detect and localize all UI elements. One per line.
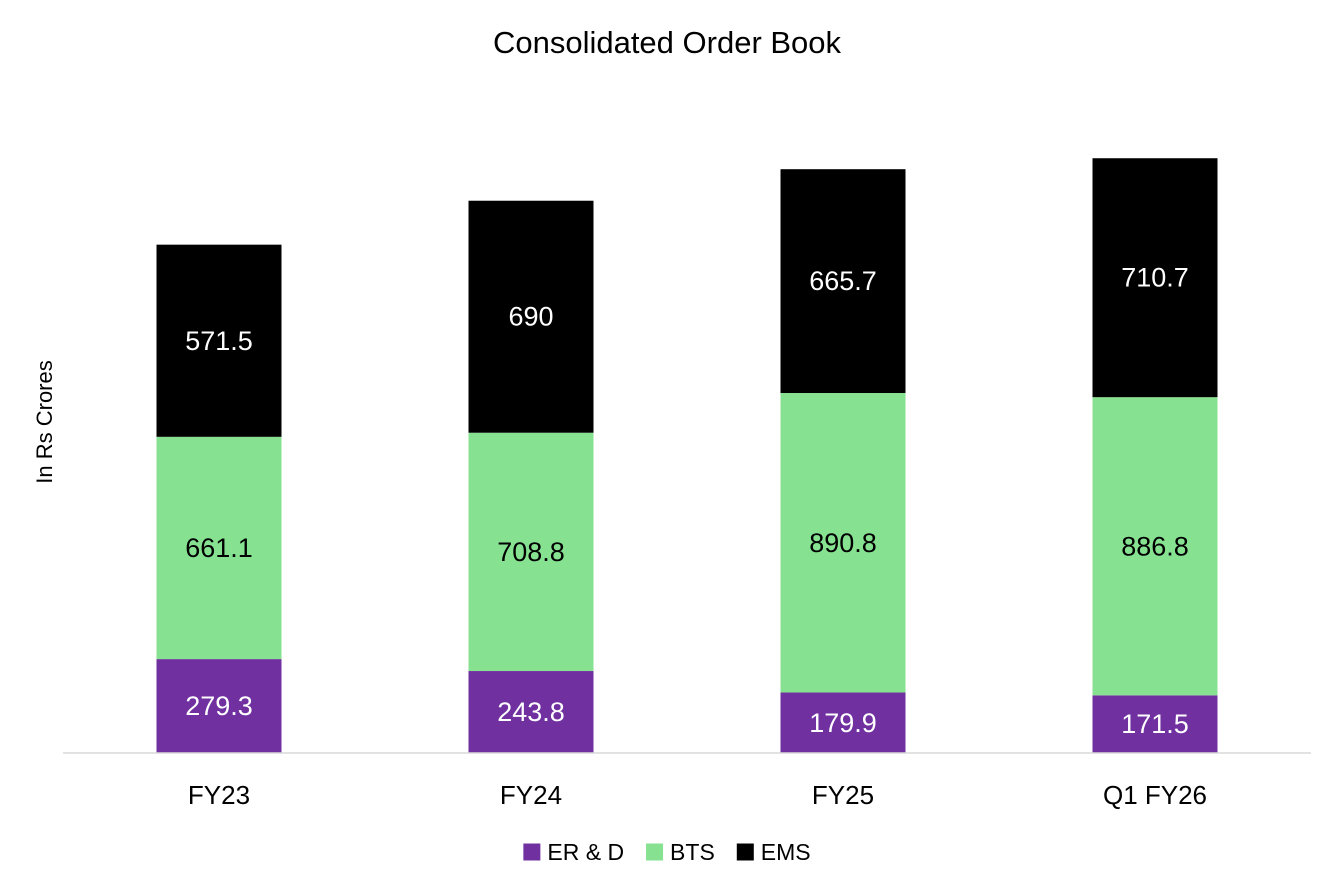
bar-bts-q1-fy26 <box>1092 397 1218 696</box>
bar-er-d-q1-fy26 <box>1092 695 1218 753</box>
data-label: 710.7 <box>1121 263 1189 293</box>
data-label: 661.1 <box>185 533 253 563</box>
data-label: 890.8 <box>809 528 877 558</box>
data-label: 171.5 <box>1121 709 1189 739</box>
data-label: 665.7 <box>809 266 877 296</box>
bar-er-d-fy23 <box>156 659 282 753</box>
legend: ER & D BTS EMS <box>523 839 811 865</box>
x-tick-label: Q1 FY26 <box>1103 780 1207 810</box>
legend-swatch <box>523 843 541 861</box>
bar-er-d-fy25 <box>780 692 906 753</box>
legend-swatch <box>736 843 754 861</box>
legend-label: ER & D <box>547 839 624 865</box>
bar-bts-fy25 <box>780 393 906 693</box>
bar-ems-fy23 <box>156 244 282 437</box>
bar-er-d-fy24 <box>468 671 594 753</box>
bar-ems-fy24 <box>468 200 594 433</box>
legend-label: BTS <box>670 839 715 865</box>
data-label: 886.8 <box>1121 531 1189 561</box>
legend-swatch <box>646 843 664 861</box>
bar-ems-fy25 <box>780 169 906 394</box>
bars-group: 279.3 661.1 571.5 243.8 708.8 690 179.9 890.8 66… <box>156 158 1218 753</box>
data-label: 279.3 <box>185 691 253 721</box>
bar-ems-q1-fy26 <box>1092 158 1218 398</box>
y-axis-label: In Rs Crores <box>32 360 57 483</box>
legend-item: EMS <box>736 839 811 865</box>
chart-title: Consolidated Order Book <box>493 25 842 60</box>
data-label: 708.8 <box>497 537 565 567</box>
data-label: 571.5 <box>185 326 253 356</box>
x-axis-ticks: FY23 FY24 FY25 Q1 FY26 <box>188 780 1207 810</box>
data-label: 243.8 <box>497 697 565 727</box>
legend-item: ER & D <box>523 839 624 865</box>
bar-bts-fy23 <box>156 436 282 660</box>
legend-item: BTS <box>646 839 715 865</box>
legend-label: EMS <box>761 839 811 865</box>
bar-bts-fy24 <box>468 432 594 672</box>
x-tick-label: FY24 <box>500 780 562 810</box>
x-tick-label: FY25 <box>812 780 874 810</box>
data-label: 690 <box>508 302 553 332</box>
x-tick-label: FY23 <box>188 780 250 810</box>
data-label: 179.9 <box>809 708 877 738</box>
